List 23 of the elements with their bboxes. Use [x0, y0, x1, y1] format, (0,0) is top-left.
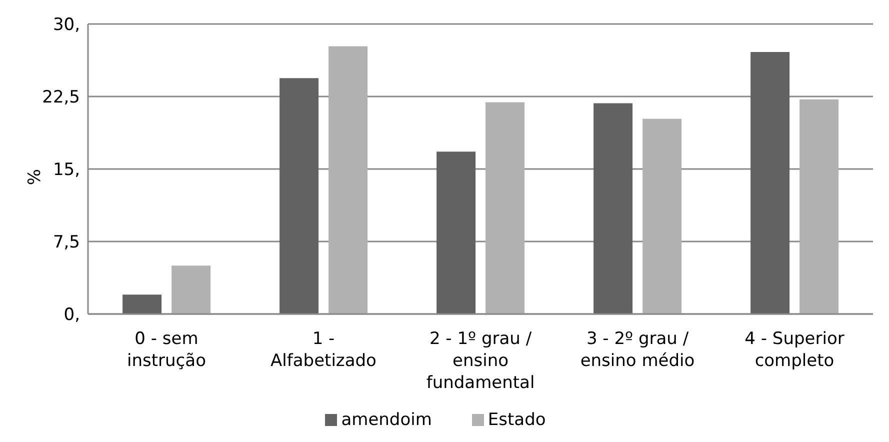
legend-label: amendoim	[341, 410, 432, 430]
bar	[750, 52, 790, 314]
bar	[122, 294, 162, 314]
bar	[328, 46, 368, 314]
bar	[280, 78, 319, 314]
bar	[594, 103, 633, 314]
x-tick-label: 1 - Alfabetizado	[270, 329, 376, 371]
x-tick-label: 4 - Superior completo	[744, 329, 844, 371]
x-tick-label: 0 - sem instrução	[127, 329, 206, 371]
bar	[800, 99, 839, 314]
bar	[642, 118, 682, 314]
y-tick-label: 7,5	[52, 232, 80, 253]
x-tick-label: 2 - 1º grau / ensino fundamental	[426, 329, 535, 393]
y-axis-title: %	[25, 169, 46, 186]
x-tick-label: 3 - 2º grau / ensino médio	[580, 329, 695, 371]
bar	[172, 266, 211, 314]
legend-label: Estado	[488, 410, 546, 430]
bar	[436, 152, 476, 314]
y-tick-label: 30,	[52, 15, 80, 36]
y-tick-label: 22,5	[42, 88, 80, 108]
y-tick-label: 0,	[64, 305, 80, 326]
bar	[486, 102, 525, 314]
y-tick-label: 15,	[52, 160, 80, 180]
